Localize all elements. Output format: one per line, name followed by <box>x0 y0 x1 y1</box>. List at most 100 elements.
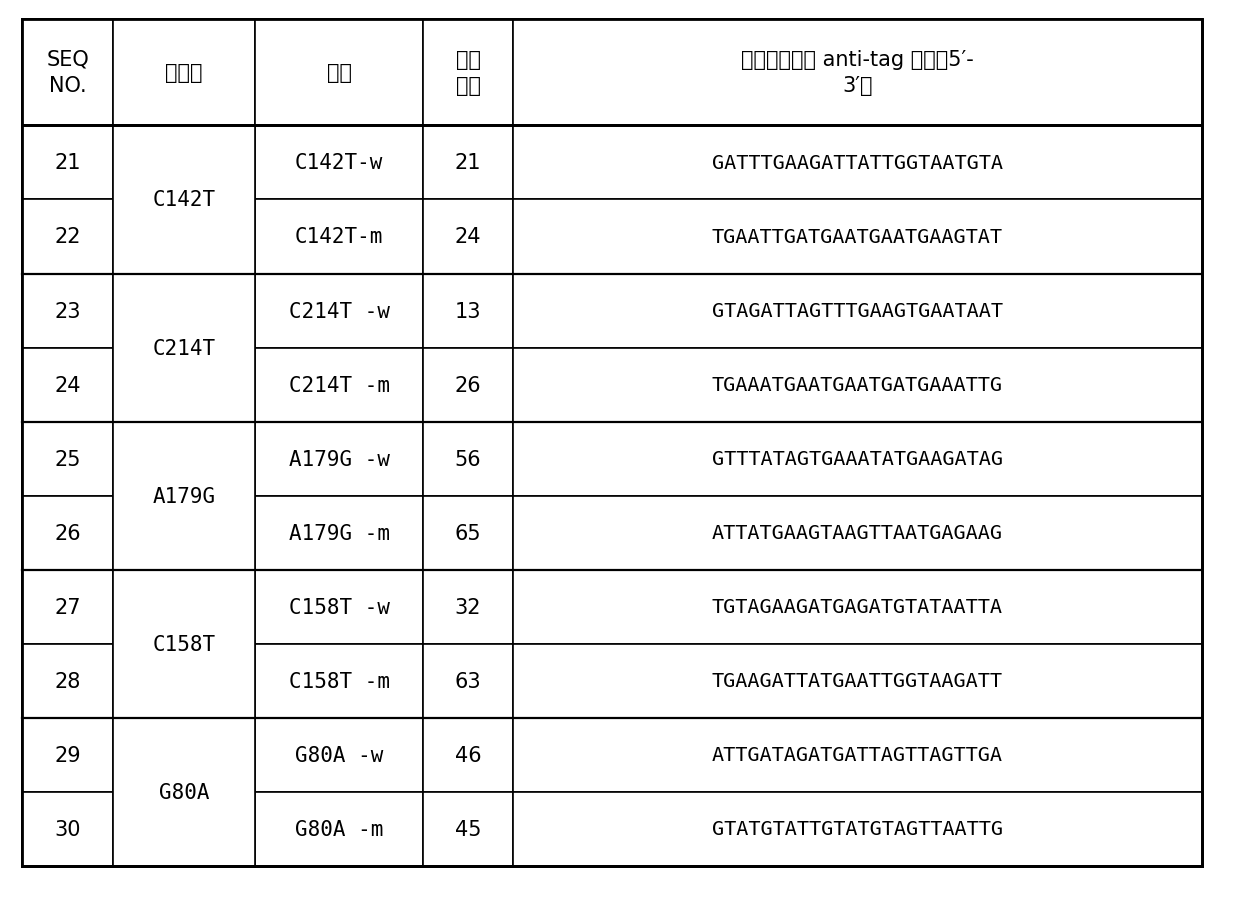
Text: TGAAGATTATGAATTGGTAAGATT: TGAAGATTATGAATTGGTAAGATT <box>712 671 1003 691</box>
Bar <box>113 422 255 570</box>
Text: GTAGATTAGTTTGAAGTGAATAAT: GTAGATTAGTTTGAAGTGAATAAT <box>712 301 1003 321</box>
Text: 56: 56 <box>455 449 481 469</box>
Bar <box>22 792 113 866</box>
Text: 32: 32 <box>455 597 481 617</box>
Text: C158T: C158T <box>153 634 216 654</box>
Text: ATTATGAAGTAAGTTAATGAGAAG: ATTATGAAGTAAGTTAATGAGAAG <box>712 523 1003 543</box>
Bar <box>22 422 113 496</box>
Text: 24: 24 <box>55 375 81 395</box>
Bar <box>423 718 513 792</box>
Text: 28: 28 <box>55 671 81 691</box>
Text: ATTGATAGATGATTAGTTAGTTGA: ATTGATAGATGATTAGTTAGTTGA <box>712 745 1003 765</box>
Text: 46: 46 <box>455 745 481 765</box>
Bar <box>513 20 1202 126</box>
Bar <box>22 126 113 200</box>
Text: TGTAGAAGATGAGATGTATAATTA: TGTAGAAGATGAGATGTATAATTA <box>712 597 1003 617</box>
Bar <box>22 20 113 126</box>
Text: A179G: A179G <box>153 486 216 506</box>
Text: 63: 63 <box>455 671 481 691</box>
Bar <box>513 644 1202 718</box>
Bar <box>22 274 113 348</box>
Text: G80A -w: G80A -w <box>295 745 383 765</box>
Bar <box>255 792 423 866</box>
Text: A179G -w: A179G -w <box>289 449 389 469</box>
Bar <box>255 718 423 792</box>
Bar <box>423 792 513 866</box>
Text: C158T -m: C158T -m <box>289 671 389 691</box>
Bar <box>423 422 513 496</box>
Text: 类型: 类型 <box>326 63 352 83</box>
Bar <box>513 200 1202 274</box>
Text: 基因型: 基因型 <box>165 63 203 83</box>
Bar <box>255 126 423 200</box>
Bar <box>255 496 423 570</box>
Bar <box>255 570 423 644</box>
Bar <box>423 20 513 126</box>
Text: 26: 26 <box>55 523 81 543</box>
Bar <box>113 126 255 274</box>
Bar <box>113 274 255 422</box>
Text: C214T: C214T <box>153 338 216 358</box>
Text: 26: 26 <box>455 375 481 395</box>
Bar <box>255 422 423 496</box>
Bar <box>113 570 255 718</box>
Text: A179G -m: A179G -m <box>289 523 389 543</box>
Text: C214T -w: C214T -w <box>289 301 389 321</box>
Bar <box>423 570 513 644</box>
Text: GTATGTATTGTATGTAGTTAATTG: GTATGTATTGTATGTAGTTAATTG <box>712 819 1003 839</box>
Bar <box>513 496 1202 570</box>
Text: 21: 21 <box>55 153 81 173</box>
Text: 微球
编号: 微球 编号 <box>455 50 481 97</box>
Bar <box>22 570 113 644</box>
Text: GTTTATAGTGAAATATGAAGATAG: GTTTATAGTGAAATATGAAGATAG <box>712 449 1003 469</box>
Bar <box>513 126 1202 200</box>
Text: C142T-w: C142T-w <box>295 153 383 173</box>
Bar <box>22 348 113 422</box>
Bar <box>255 200 423 274</box>
Bar <box>513 718 1202 792</box>
Text: C142T: C142T <box>153 190 216 210</box>
Bar <box>113 20 255 126</box>
Bar <box>255 348 423 422</box>
Text: 27: 27 <box>55 597 81 617</box>
Bar <box>255 644 423 718</box>
Bar <box>423 644 513 718</box>
Bar <box>22 718 113 792</box>
Text: G80A -m: G80A -m <box>295 819 383 839</box>
Bar <box>423 348 513 422</box>
Bar <box>423 496 513 570</box>
Bar <box>22 644 113 718</box>
Bar <box>255 274 423 348</box>
Bar <box>423 126 513 200</box>
Bar <box>513 792 1202 866</box>
Text: SEQ
NO.: SEQ NO. <box>46 50 89 97</box>
Text: 13: 13 <box>455 301 481 321</box>
Text: 24: 24 <box>455 227 481 247</box>
Text: C158T -w: C158T -w <box>289 597 389 617</box>
Text: 21: 21 <box>455 153 481 173</box>
Bar <box>513 422 1202 496</box>
Bar <box>22 496 113 570</box>
Bar <box>513 570 1202 644</box>
Text: C142T-m: C142T-m <box>295 227 383 247</box>
Text: GATTTGAAGATTATTGGTAATGTA: GATTTGAAGATTATTGGTAATGTA <box>712 153 1003 173</box>
Bar <box>113 718 255 866</box>
Text: 25: 25 <box>55 449 81 469</box>
Text: 22: 22 <box>55 227 81 247</box>
Text: 23: 23 <box>55 301 81 321</box>
Bar <box>423 274 513 348</box>
Text: TGAAATGAATGAATGATGAAATTG: TGAAATGAATGAATGATGAAATTG <box>712 375 1003 395</box>
Text: G80A: G80A <box>159 782 210 802</box>
Text: 微球上对应的 anti-tag 序列（5′-
3′）: 微球上对应的 anti-tag 序列（5′- 3′） <box>742 50 973 97</box>
Bar <box>255 20 423 126</box>
Text: TGAATTGATGAATGAATGAAGTAT: TGAATTGATGAATGAATGAAGTAT <box>712 227 1003 247</box>
Bar <box>513 274 1202 348</box>
Text: C214T -m: C214T -m <box>289 375 389 395</box>
Text: 65: 65 <box>455 523 481 543</box>
Text: 45: 45 <box>455 819 481 839</box>
Text: 30: 30 <box>55 819 81 839</box>
Bar <box>513 348 1202 422</box>
Bar <box>22 200 113 274</box>
Text: 29: 29 <box>55 745 81 765</box>
Bar <box>423 200 513 274</box>
